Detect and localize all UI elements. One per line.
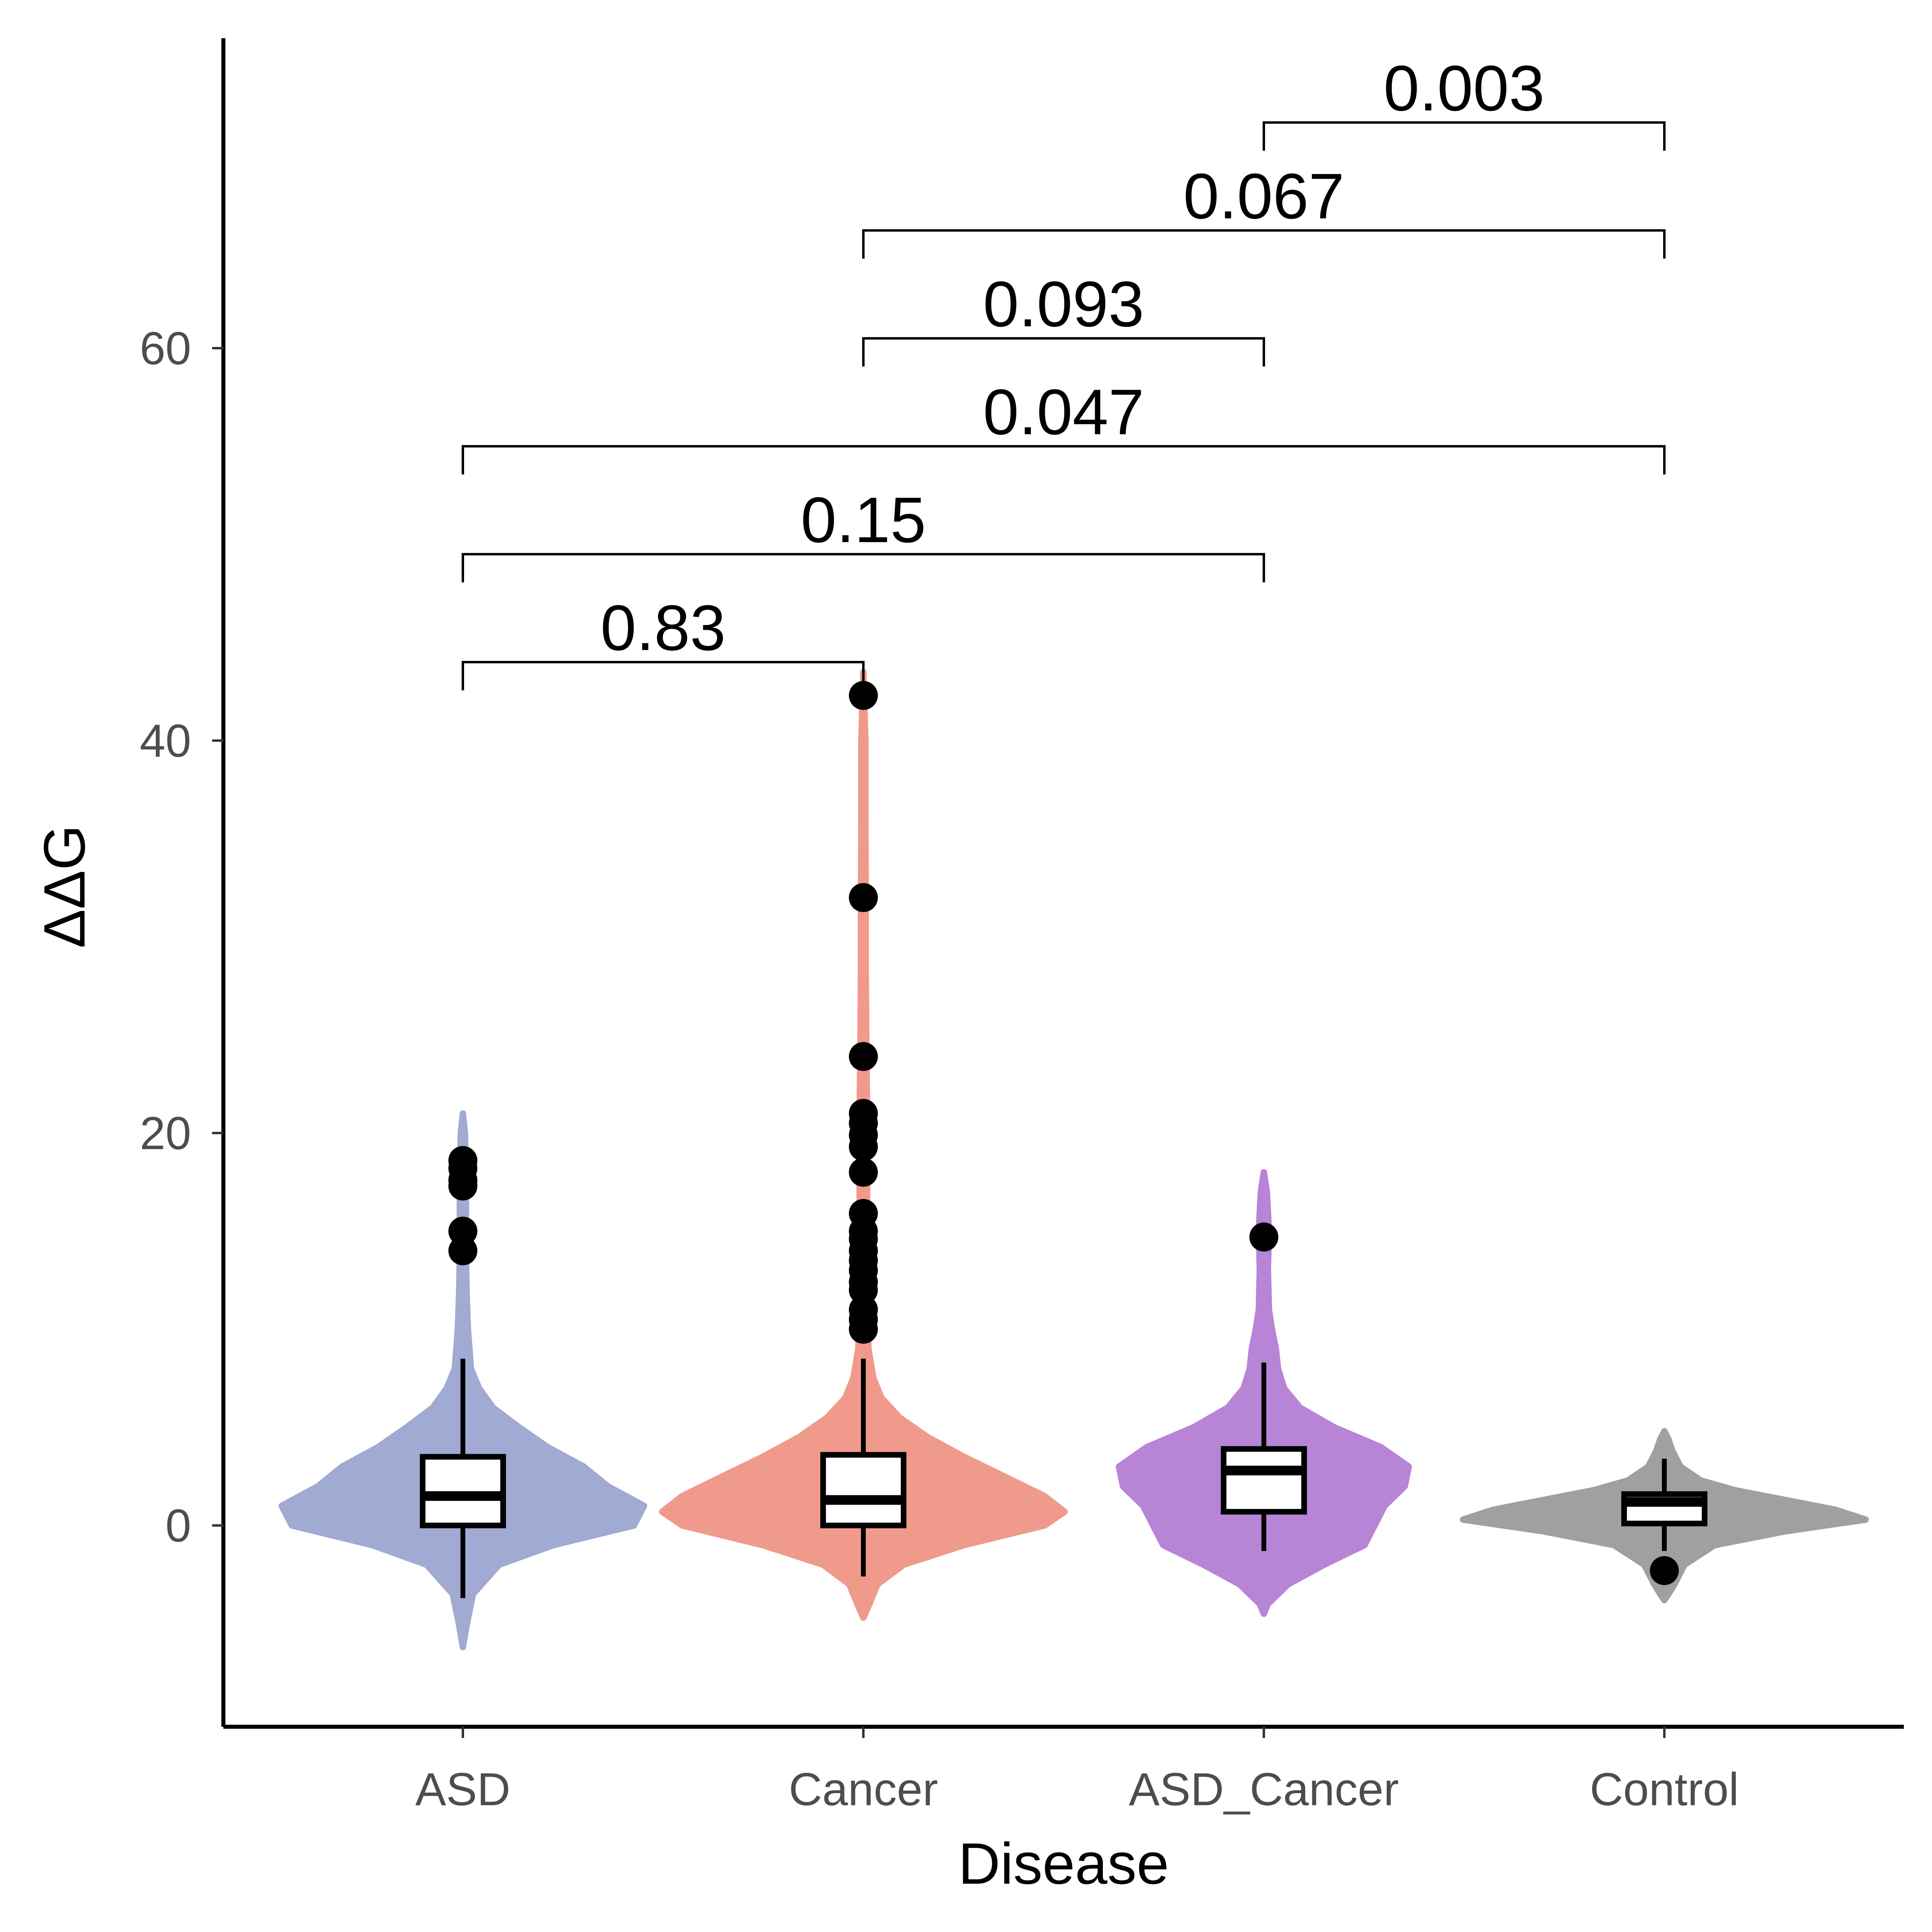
p-value-label: 0.83 [601, 592, 726, 664]
outlier-point [849, 1042, 878, 1071]
boxplots-layer [420, 1358, 1707, 1598]
p-value-label: 0.067 [1183, 160, 1344, 232]
comparison-bracket [462, 445, 1666, 475]
x-tick-label: Control [1590, 1764, 1739, 1815]
outlier-point [849, 1315, 878, 1344]
comparison-bracket [462, 661, 865, 690]
outlier-point [849, 1158, 878, 1187]
y-axis-title: ΔΔG [32, 825, 97, 948]
comparison-bracket [462, 553, 1265, 582]
p-value-label: 0.15 [801, 484, 926, 556]
x-tick-label: ASD_Cancer [1129, 1764, 1399, 1815]
outlier-point [849, 681, 878, 710]
y-tick-label: 60 [140, 323, 191, 374]
box-cancer [820, 1452, 906, 1528]
outlier-point [448, 1171, 477, 1201]
p-value-label: 0.093 [983, 268, 1144, 340]
box-asd_cancer [1221, 1446, 1307, 1515]
outlier-point [1249, 1222, 1278, 1252]
y-axis-ticks: 0 20 40 60 [140, 323, 223, 1552]
p-value-label: 0.003 [1383, 52, 1544, 124]
p-value-label: 0.047 [983, 376, 1144, 448]
y-tick-label: 20 [140, 1108, 191, 1159]
outliers-layer [448, 681, 1679, 1585]
x-axis-ticks: ASD Cancer ASD_Cancer Control [415, 1727, 1739, 1815]
outlier-point [849, 883, 878, 912]
outlier-point [1650, 1556, 1679, 1585]
comparison-bracket [862, 337, 1265, 367]
y-tick-label: 40 [140, 715, 191, 767]
comparison-bracket [1263, 121, 1666, 151]
outlier-point [448, 1236, 477, 1265]
y-tick-label: 0 [165, 1500, 191, 1552]
x-tick-label: ASD [415, 1764, 510, 1815]
axes-layer [221, 38, 1904, 1729]
x-tick-label: Cancer [789, 1764, 938, 1815]
box-asd [420, 1454, 506, 1528]
comparison-brackets-layer: 0.83 0.15 0.047 0.093 0.067 0.003 [462, 52, 1666, 690]
x-axis-title: Disease [958, 1831, 1169, 1896]
comparison-bracket [862, 229, 1666, 259]
outlier-point [849, 1132, 878, 1162]
